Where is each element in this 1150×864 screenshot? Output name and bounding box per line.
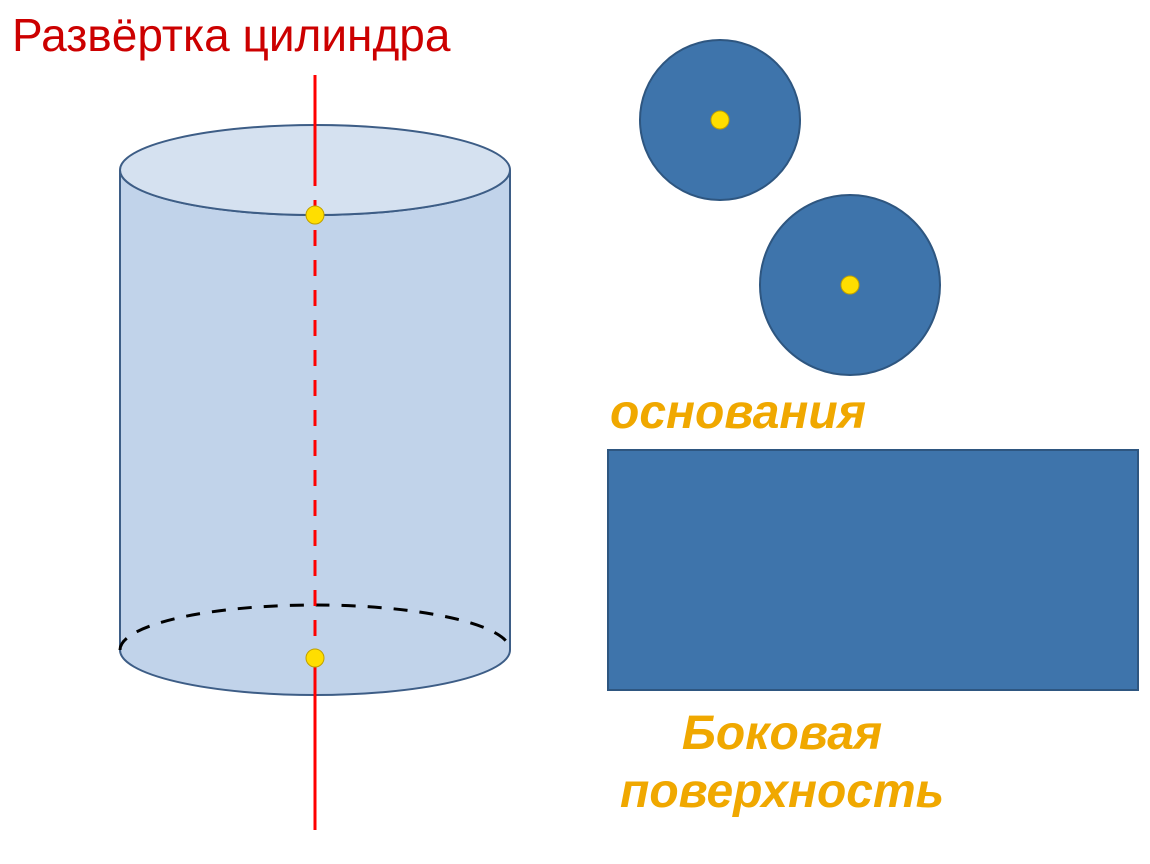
cylinder-dot-bottom xyxy=(306,649,324,667)
label-lateral-surface: Боковая поверхность xyxy=(620,705,944,820)
cylinder-dot-top xyxy=(306,206,324,224)
base-circle-2-dot xyxy=(841,276,859,294)
lateral-surface-rectangle xyxy=(608,450,1138,690)
cylinder-body xyxy=(120,170,510,695)
base-circle-1-dot xyxy=(711,111,729,129)
label-lateral-line2: поверхность xyxy=(620,763,944,821)
label-bases: основания xyxy=(610,385,866,440)
cylinder-diagram xyxy=(0,0,1150,864)
label-lateral-line1: Боковая xyxy=(620,705,944,763)
